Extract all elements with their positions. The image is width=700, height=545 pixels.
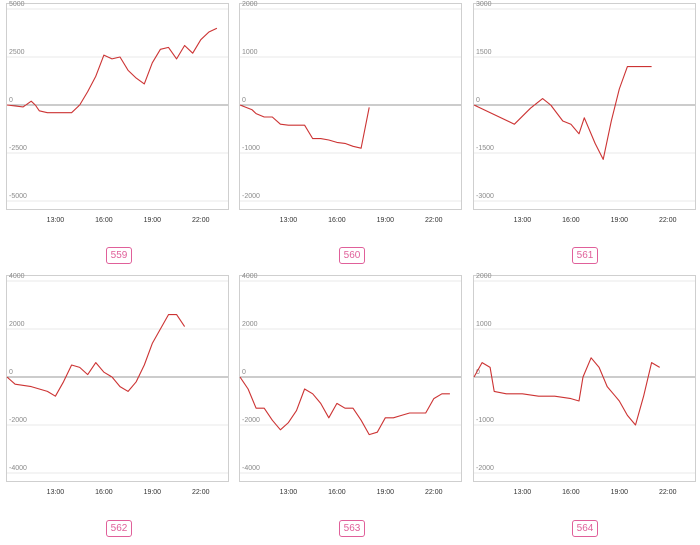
y-tick-label: -1000 xyxy=(476,417,494,424)
x-tick-label: 13:00 xyxy=(514,489,532,496)
x-tick-label: 19:00 xyxy=(611,217,629,224)
x-tick-label: 13:00 xyxy=(280,217,298,224)
y-tick-label: 1000 xyxy=(242,49,258,56)
y-tick-label: -2000 xyxy=(9,417,27,424)
plot-frame xyxy=(239,3,462,210)
chart-id-badge[interactable]: 561 xyxy=(572,247,598,264)
plot-frame xyxy=(6,3,229,210)
y-tick-label: 2000 xyxy=(242,321,258,328)
x-tick-label: 16:00 xyxy=(95,489,113,496)
x-tick-label: 22:00 xyxy=(192,489,210,496)
series-line xyxy=(6,27,218,114)
y-tick-label: -1000 xyxy=(242,145,260,152)
plot-frame xyxy=(473,275,696,482)
x-tick-label: 19:00 xyxy=(377,489,395,496)
x-tick-label: 22:00 xyxy=(192,217,210,224)
chart-id-badge[interactable]: 559 xyxy=(106,247,132,264)
x-tick-label: 13:00 xyxy=(47,217,65,224)
plot-frame xyxy=(473,3,696,210)
y-tick-label: -3000 xyxy=(476,193,494,200)
line-chart: 4000 2000 0 -2000 -4000 13:00 16:00 19:00 22:00 xyxy=(239,273,462,496)
x-tick-label: 16:00 xyxy=(328,217,346,224)
x-tick-label: 16:00 xyxy=(562,217,580,224)
y-tick-label: 2500 xyxy=(9,49,25,56)
series-line xyxy=(239,376,450,436)
y-tick-label: -1500 xyxy=(476,145,494,152)
y-tick-label: 4000 xyxy=(9,273,25,280)
y-tick-label: 3000 xyxy=(476,1,492,8)
y-tick-label: -2000 xyxy=(242,417,260,424)
y-tick-label: -4000 xyxy=(242,465,260,472)
y-tick-label: 1000 xyxy=(476,321,492,328)
x-tick-label: 13:00 xyxy=(47,489,65,496)
x-tick-label: 16:00 xyxy=(562,489,580,496)
y-tick-label: 0 xyxy=(242,97,246,104)
y-tick-label: -2500 xyxy=(9,145,27,152)
x-tick-label: 19:00 xyxy=(144,217,162,224)
series-line xyxy=(473,357,660,426)
x-tick-label: 16:00 xyxy=(328,489,346,496)
x-tick-label: 19:00 xyxy=(144,489,162,496)
series-line xyxy=(239,104,370,149)
x-tick-label: 22:00 xyxy=(659,489,677,496)
chart-id-badge[interactable]: 562 xyxy=(106,520,132,537)
x-tick-label: 22:00 xyxy=(425,489,443,496)
x-tick-label: 16:00 xyxy=(95,217,113,224)
y-tick-label: -2000 xyxy=(242,193,260,200)
x-tick-label: 22:00 xyxy=(659,217,677,224)
plot-frame xyxy=(6,275,229,482)
y-tick-label: 0 xyxy=(476,97,480,104)
y-tick-label: 2000 xyxy=(476,273,492,280)
series-line xyxy=(473,66,652,160)
x-tick-label: 19:00 xyxy=(611,489,629,496)
chart-id-badge[interactable]: 564 xyxy=(572,520,598,537)
line-chart: 2000 1000 0 -1000 -2000 13:00 16:00 19:00 22:00 xyxy=(473,273,696,496)
y-tick-label: 1500 xyxy=(476,49,492,56)
x-tick-label: 22:00 xyxy=(425,217,443,224)
y-tick-label: 0 xyxy=(242,369,246,376)
chart-id-badge[interactable]: 563 xyxy=(339,520,365,537)
y-tick-label: -4000 xyxy=(9,465,27,472)
y-tick-label: -2000 xyxy=(476,465,494,472)
series-line xyxy=(6,314,186,397)
plot-frame xyxy=(239,275,462,482)
y-tick-label: 0 xyxy=(9,97,13,104)
y-tick-label: -5000 xyxy=(9,193,27,200)
y-tick-label: 0 xyxy=(476,369,480,376)
x-tick-label: 13:00 xyxy=(280,489,298,496)
line-chart: 5000 2500 0 -2500 -5000 13:00 16:00 19:00 22:00 xyxy=(6,1,229,224)
line-chart: 3000 1500 0 -1500 -3000 13:00 16:00 19:00 22:00 xyxy=(473,1,696,224)
chart-id-badge[interactable]: 560 xyxy=(339,247,365,264)
x-tick-label: 19:00 xyxy=(377,217,395,224)
y-tick-label: 0 xyxy=(9,369,13,376)
x-tick-label: 13:00 xyxy=(514,217,532,224)
y-tick-label: 4000 xyxy=(242,273,258,280)
y-tick-label: 2000 xyxy=(242,1,258,8)
line-chart: 4000 2000 0 -2000 -4000 13:00 16:00 19:00 22:00 xyxy=(6,273,229,496)
y-tick-label: 5000 xyxy=(9,1,25,8)
y-tick-label: 2000 xyxy=(9,321,25,328)
line-chart: 2000 1000 0 -1000 -2000 13:00 16:00 19:00 22:00 xyxy=(239,1,462,224)
